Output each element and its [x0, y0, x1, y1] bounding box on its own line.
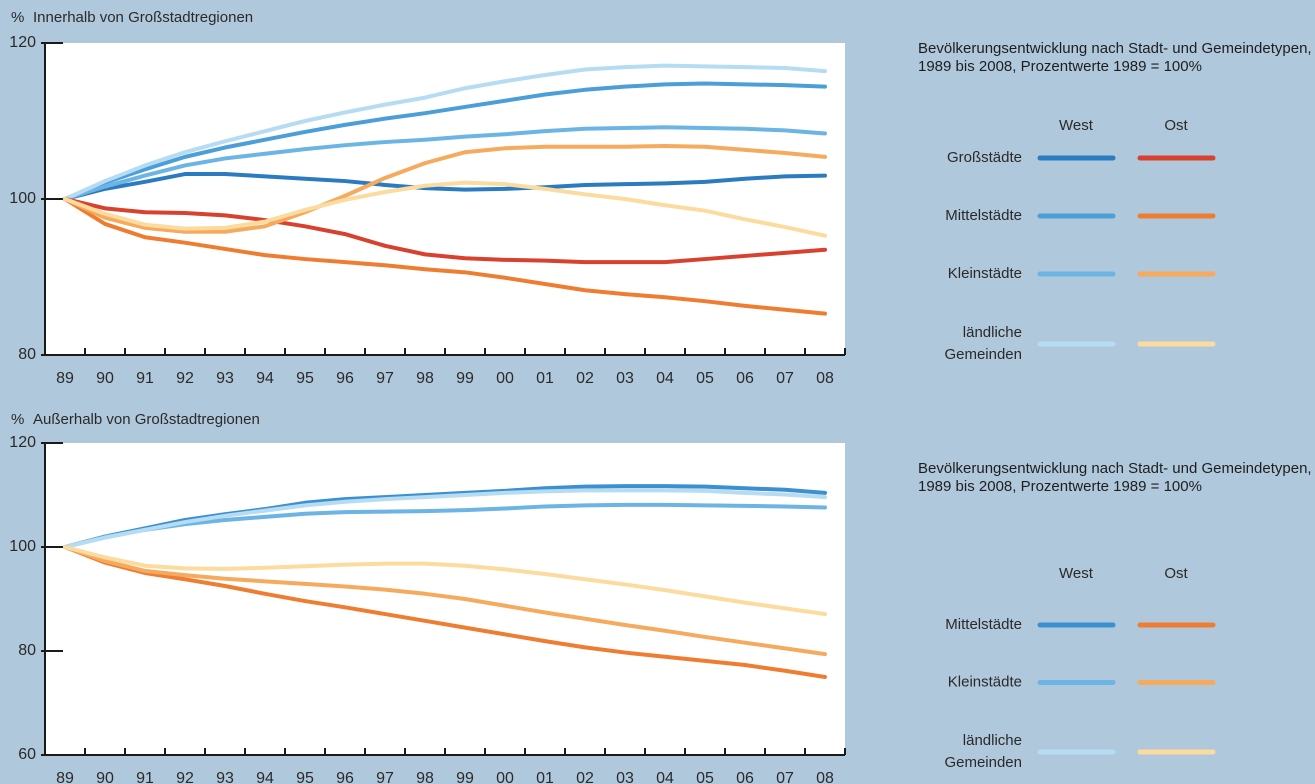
y-axis-label: %	[11, 9, 24, 26]
y-tick-label: 100	[9, 190, 36, 207]
x-tick-label: 05	[696, 770, 714, 784]
y-tick-label: 100	[9, 538, 36, 555]
x-tick-label: 94	[256, 370, 274, 387]
legend-column-header: West	[1059, 565, 1094, 582]
series-line	[63, 172, 827, 201]
x-tick-label: 02	[576, 770, 594, 784]
y-tick-label: 80	[18, 346, 36, 363]
series-line	[63, 545, 827, 617]
x-tick-label: 05	[696, 370, 714, 387]
x-tick-label: 94	[256, 770, 274, 784]
x-tick-label: 92	[176, 770, 194, 784]
legend-label: ländliche Gemeinden	[944, 732, 1022, 771]
series-line	[63, 502, 827, 549]
x-tick-label: 07	[776, 370, 794, 387]
legend-label: ländliche Gemeinden	[944, 324, 1022, 363]
x-tick-label: 93	[216, 370, 234, 387]
x-tick-label: 98	[416, 770, 434, 784]
legend-column-header: Ost	[1164, 565, 1188, 582]
x-tick-label: 90	[96, 370, 114, 387]
x-tick-label: 03	[616, 770, 634, 784]
legend-label: Mittelstädte	[945, 616, 1022, 633]
series-line	[63, 488, 827, 549]
x-tick-label: 04	[656, 370, 674, 387]
legend-column-header: Ost	[1164, 117, 1188, 134]
x-tick-label: 06	[736, 370, 754, 387]
series-line	[63, 125, 827, 201]
series-line	[63, 545, 827, 657]
x-tick-label: 95	[296, 370, 314, 387]
x-tick-label: 01	[536, 370, 554, 387]
x-tick-label: 97	[376, 770, 394, 784]
x-tick-label: 97	[376, 370, 394, 387]
x-tick-label: 95	[296, 770, 314, 784]
y-tick-label: 60	[18, 746, 36, 763]
legend-title: Bevölkerungsentwicklung nach Stadt- und …	[918, 40, 1312, 75]
x-tick-label: 01	[536, 770, 554, 784]
panel-title: Außerhalb von Großstadtregionen	[33, 411, 260, 428]
legend-label: Kleinstädte	[948, 265, 1022, 282]
legend-title: Bevölkerungsentwicklung nach Stadt- und …	[918, 460, 1312, 495]
y-tick-label: 120	[9, 434, 36, 451]
x-tick-label: 90	[96, 770, 114, 784]
series-line	[63, 197, 827, 265]
series-line	[63, 143, 827, 234]
x-tick-label: 00	[496, 770, 514, 784]
x-tick-label: 03	[616, 370, 634, 387]
y-tick-label: 80	[18, 642, 36, 659]
x-tick-label: 93	[216, 770, 234, 784]
legend-label: Mittelstädte	[945, 207, 1022, 224]
legend-column-header: West	[1059, 117, 1094, 134]
x-tick-label: 06	[736, 770, 754, 784]
series-line	[63, 180, 827, 238]
series-line	[63, 63, 827, 201]
legend-label: Großstädte	[947, 149, 1022, 166]
x-tick-label: 96	[336, 770, 354, 784]
x-tick-label: 91	[136, 770, 154, 784]
x-tick-label: 98	[416, 370, 434, 387]
x-tick-label: 99	[456, 770, 474, 784]
x-tick-label: 04	[656, 770, 674, 784]
series-line	[63, 545, 827, 679]
x-tick-label: 89	[56, 770, 74, 784]
x-tick-label: 96	[336, 370, 354, 387]
x-tick-label: 99	[456, 370, 474, 387]
legend-label: Kleinstädte	[948, 673, 1022, 690]
x-tick-label: 00	[496, 370, 514, 387]
x-tick-label: 91	[136, 370, 154, 387]
series-line	[63, 81, 827, 201]
y-axis-label: %	[11, 411, 24, 428]
panel-title: Innerhalb von Großstadtregionen	[33, 9, 253, 26]
y-tick-label: 120	[9, 34, 36, 51]
x-tick-label: 07	[776, 770, 794, 784]
x-tick-label: 92	[176, 370, 194, 387]
series-line	[63, 197, 827, 316]
x-tick-label: 02	[576, 370, 594, 387]
plot-area	[45, 43, 845, 355]
x-tick-label: 08	[816, 370, 834, 387]
x-tick-label: 89	[56, 370, 74, 387]
x-tick-label: 08	[816, 770, 834, 784]
